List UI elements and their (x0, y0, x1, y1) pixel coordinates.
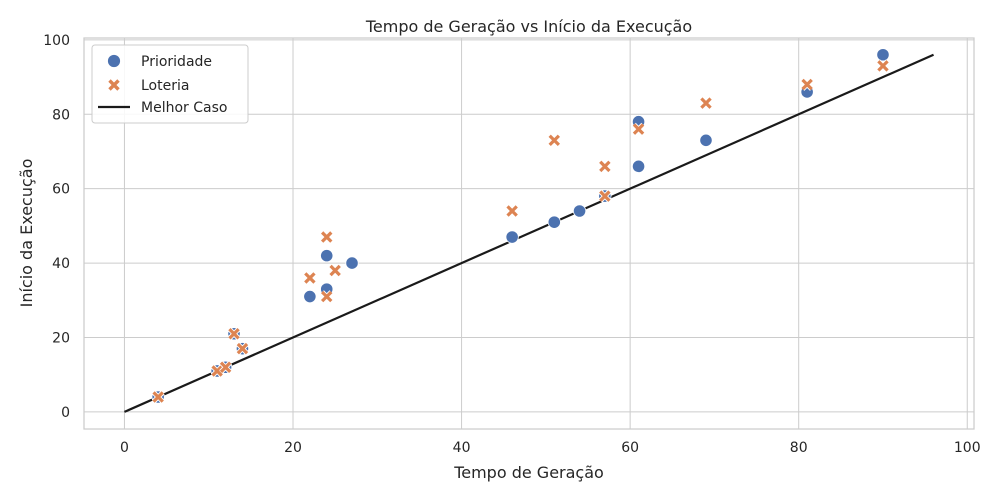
y-tick-label: 20 (52, 330, 70, 346)
point-loteria (304, 272, 316, 284)
point-loteria (211, 365, 223, 377)
y-tick-label: 100 (43, 33, 70, 49)
x-tick-label: 60 (621, 440, 639, 456)
point-loteria (236, 342, 249, 355)
point-loteria (599, 160, 611, 173)
point-prioridade (303, 289, 317, 304)
x-tick-label: 80 (790, 440, 808, 456)
y-tick-label: 80 (52, 107, 70, 123)
point-loteria (329, 264, 341, 277)
y-tick-label: 0 (61, 405, 70, 421)
point-prioridade (345, 256, 359, 270)
x-tick-label: 20 (284, 440, 302, 456)
legend-label-loteria: Loteria (141, 78, 189, 94)
point-loteria (632, 123, 645, 135)
point-prioridade (547, 215, 561, 229)
points-layer (151, 48, 890, 404)
point-loteria (506, 205, 518, 217)
point-loteria (877, 60, 889, 72)
plot-frame (83, 37, 975, 430)
legend-marker-loteria (108, 79, 120, 91)
legend-label-prioridade: Prioridade (141, 54, 212, 70)
point-loteria (548, 134, 561, 147)
legend-box (91, 44, 249, 124)
y-axis-label: Início da Execução (17, 159, 36, 308)
legend-label-melhor-caso: Melhor Caso (141, 100, 227, 116)
best-case-line (124, 53, 934, 413)
x-axis-label: Tempo de Geração (453, 463, 604, 482)
point-prioridade (876, 48, 890, 62)
chart-title: Tempo de Geração vs Início da Execução (365, 17, 692, 36)
best-case-line-layer (124, 53, 934, 413)
point-prioridade (320, 249, 334, 263)
y-tick-label: 40 (52, 256, 70, 272)
point-loteria (599, 190, 611, 202)
y-tick-labels: 0 20 40 60 80 100 (43, 33, 70, 421)
point-loteria (700, 97, 712, 109)
point-loteria (320, 231, 333, 243)
point-loteria (320, 290, 333, 303)
point-loteria (801, 78, 813, 91)
point-prioridade (699, 133, 713, 147)
point-prioridade (505, 230, 519, 244)
x-tick-labels: 0 20 40 60 80 100 (120, 440, 981, 456)
x-tick-label: 40 (453, 440, 471, 456)
y-tick-label: 60 (52, 182, 70, 198)
point-loteria (228, 328, 240, 340)
point-prioridade (631, 159, 646, 173)
legend-marker-prioridade (107, 54, 121, 68)
point-loteria (219, 361, 232, 373)
x-tick-label: 0 (120, 440, 129, 456)
legend: Prioridade Loteria Melhor Caso (91, 44, 249, 124)
point-prioridade (572, 204, 587, 218)
point-loteria (152, 391, 164, 403)
x-tick-label: 100 (954, 440, 981, 456)
